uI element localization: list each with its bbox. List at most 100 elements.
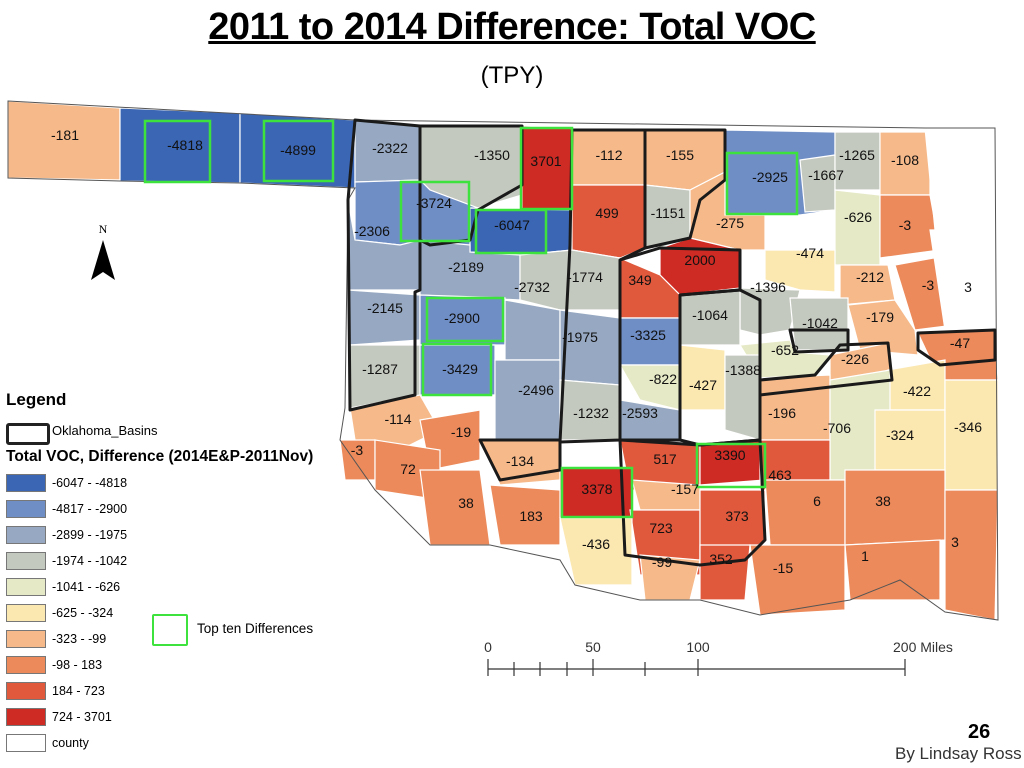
county-value-label: 349 bbox=[628, 272, 652, 288]
county-polygon bbox=[494, 359, 561, 441]
county-value-label: 3 bbox=[964, 279, 972, 295]
county-polygon bbox=[834, 189, 881, 266]
county-value-label: -822 bbox=[649, 371, 677, 387]
county-value-label: -1350 bbox=[474, 147, 510, 163]
county-value-label: -2189 bbox=[448, 259, 484, 275]
legend-swatch bbox=[6, 474, 46, 492]
county-value-label: -3 bbox=[351, 442, 364, 458]
county-value-label: -706 bbox=[823, 420, 851, 436]
county-value-label: -436 bbox=[582, 536, 610, 552]
top-ten-highlight bbox=[143, 119, 212, 184]
county-value-label: -1388 bbox=[725, 362, 761, 378]
legend-row: -323 - -99 bbox=[6, 629, 106, 649]
county-value-label: -422 bbox=[903, 383, 931, 399]
slide-subtitle: (TPY) bbox=[480, 62, 544, 89]
county-polygon bbox=[924, 127, 996, 231]
county-polygon bbox=[764, 249, 836, 293]
county-value-label: -47 bbox=[950, 335, 970, 351]
legend-swatch bbox=[6, 604, 46, 622]
county-value-label: -212 bbox=[856, 269, 884, 285]
county-value-label: -6047 bbox=[494, 217, 530, 233]
county-value-label: 38 bbox=[875, 493, 891, 509]
legend-swatch bbox=[6, 734, 46, 752]
county-polygon bbox=[347, 289, 421, 346]
county-value-label: -226 bbox=[841, 351, 869, 367]
county-value-label: -157 bbox=[671, 481, 699, 497]
county-value-label: 517 bbox=[653, 451, 677, 467]
legend-swatch bbox=[6, 708, 46, 726]
county-value-label: -626 bbox=[844, 209, 872, 225]
county-value-label: -4818 bbox=[167, 137, 203, 153]
county-value-label: 3 bbox=[951, 534, 959, 550]
county-value-label: 499 bbox=[595, 205, 619, 221]
county-value-label: -99 bbox=[652, 554, 672, 570]
county-value-label: 373 bbox=[725, 508, 749, 524]
county-value-label: -3325 bbox=[630, 327, 666, 343]
legend-label: -6047 - -4818 bbox=[52, 476, 128, 490]
county-value-label: 183 bbox=[519, 508, 543, 524]
county-value-label: -2322 bbox=[372, 140, 408, 156]
county-polygon bbox=[504, 299, 561, 361]
legend-row: -625 - -324 bbox=[6, 603, 113, 623]
county-value-label: -2732 bbox=[514, 279, 550, 295]
basin-boundary bbox=[916, 328, 997, 367]
north-arrow-icon: N bbox=[91, 222, 115, 280]
legend-swatch bbox=[6, 682, 46, 700]
basin-boundary bbox=[478, 438, 562, 482]
county-value-label: -324 bbox=[886, 427, 914, 443]
author-credit: By Lindsay Ross bbox=[895, 744, 1022, 763]
top-ten-highlight bbox=[421, 342, 493, 397]
county-polygon bbox=[559, 309, 621, 386]
county-value-label: 72 bbox=[400, 461, 416, 477]
county-value-label: -1064 bbox=[692, 307, 728, 323]
county-value-label: -1042 bbox=[802, 315, 838, 331]
county-value-label: -427 bbox=[689, 377, 717, 393]
top-ten-highlight bbox=[725, 151, 799, 216]
county-value-label: -2306 bbox=[354, 223, 390, 239]
county-value-label: -112 bbox=[596, 147, 623, 163]
legend-label: county bbox=[52, 736, 89, 750]
legend-swatch bbox=[6, 656, 46, 674]
page-number: 26 bbox=[968, 721, 991, 743]
county-value-label: 3378 bbox=[581, 481, 612, 497]
legend-row: -4817 - -2900 bbox=[6, 499, 127, 519]
top-ten-label: Top ten Differences bbox=[197, 621, 314, 636]
county-polygon bbox=[799, 154, 836, 213]
legend-row: county bbox=[6, 733, 89, 753]
county-value-label: 3390 bbox=[714, 447, 745, 463]
county-value-label: -3 bbox=[899, 217, 912, 233]
county-value-label: -1667 bbox=[808, 167, 844, 183]
basin-boundary bbox=[644, 128, 727, 250]
county-value-label: -1287 bbox=[362, 361, 398, 377]
top-ten-highlight bbox=[695, 442, 767, 489]
county-polygon bbox=[764, 479, 846, 546]
county-value-label: -3724 bbox=[416, 195, 452, 211]
legend-swatch bbox=[6, 630, 46, 648]
legend-label: -323 - -99 bbox=[52, 632, 107, 646]
county-value-label: -1232 bbox=[573, 405, 609, 421]
county-value-label: -4899 bbox=[280, 142, 316, 158]
basin-legend-label: Oklahoma_Basins bbox=[52, 423, 158, 438]
county-value-label: 6 bbox=[813, 493, 821, 509]
county-polygon bbox=[419, 469, 491, 546]
county-value-label: -196 bbox=[768, 405, 796, 421]
county-polygon bbox=[844, 469, 946, 546]
county-value-label: 3701 bbox=[530, 153, 561, 169]
county-value-label: -1975 bbox=[562, 329, 598, 345]
top-ten-highlight bbox=[399, 180, 471, 243]
legend-label: 724 - 3701 bbox=[52, 710, 112, 724]
county-value-label: -346 bbox=[954, 419, 982, 435]
county-polygon bbox=[929, 229, 999, 331]
legend-label: -2899 - -1975 bbox=[52, 528, 128, 542]
basin-boundary bbox=[759, 341, 894, 397]
legend-label: -1974 - -1042 bbox=[52, 554, 128, 568]
legend-label: -1041 - -626 bbox=[52, 580, 121, 594]
legend-row: -1974 - -1042 bbox=[6, 551, 127, 571]
county-polygon bbox=[699, 544, 751, 601]
county-value-label: -275 bbox=[716, 215, 744, 231]
top-ten-highlight bbox=[560, 466, 634, 519]
legend-row: -1041 - -626 bbox=[6, 577, 120, 597]
county-value-label: -181 bbox=[51, 127, 79, 143]
county-value-label: -114 bbox=[385, 411, 412, 427]
